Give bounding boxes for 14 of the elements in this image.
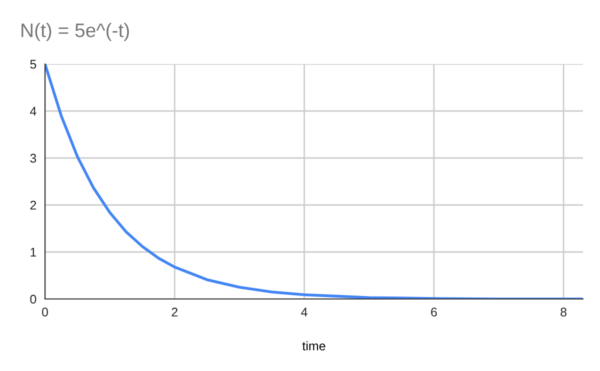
x-tick-label: 2 xyxy=(172,308,178,316)
y-tick-label: 2 xyxy=(30,200,36,210)
y-tick-label: 3 xyxy=(30,154,36,163)
x-tick-label: 8 xyxy=(560,308,566,317)
y-tick-label: 5 xyxy=(30,60,36,69)
chart-title: N(t) = 5e^(-t) xyxy=(22,22,129,42)
x-tick-label: 6 xyxy=(431,308,437,317)
x-tick-label: 0 xyxy=(42,308,48,317)
y-tick-label: 0 xyxy=(30,294,36,304)
x-tick-label: 4 xyxy=(301,308,308,316)
y-tick-label: 1 xyxy=(30,248,36,257)
y-tick-label: 4 xyxy=(30,106,36,116)
line-series xyxy=(45,64,583,299)
x-axis-title: time xyxy=(302,341,326,350)
